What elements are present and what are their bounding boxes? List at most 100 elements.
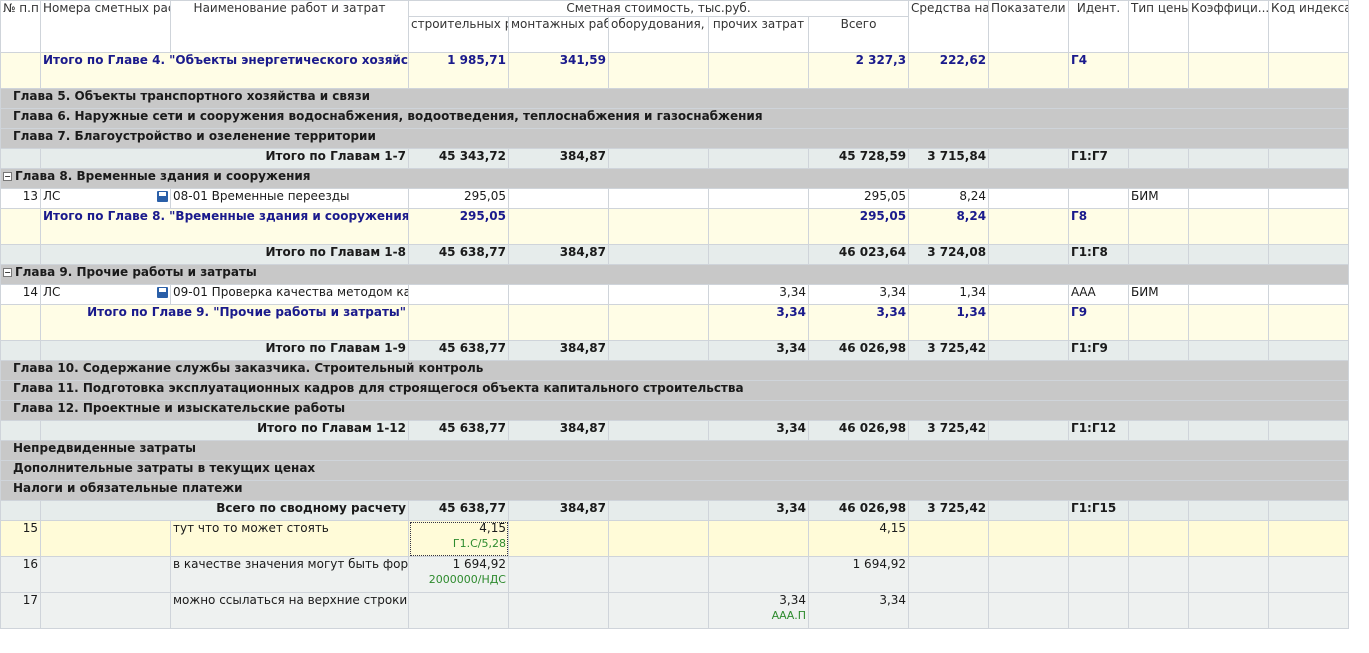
cell-ident[interactable]: Г1:Г9 — [1068, 340, 1130, 361]
cell-total[interactable]: 4,15 — [807, 520, 910, 557]
chapter-row[interactable]: Налоги и обязательные платежи — [0, 480, 1350, 501]
cell-equip[interactable] — [608, 284, 709, 305]
cell-constr[interactable]: 45 638,77 — [408, 420, 509, 441]
cell-num[interactable] — [0, 244, 41, 265]
cell-other[interactable] — [708, 208, 809, 245]
cell-total[interactable]: 46 026,98 — [807, 340, 910, 361]
cell-unit[interactable] — [988, 188, 1070, 209]
grand-total-row[interactable]: Итого по Главам 1-8 45 638,77 384,87 46 023… — [0, 244, 1350, 265]
chapter-title[interactable]: Глава 5. Объекты транспортного хозяйства… — [0, 88, 1350, 109]
cell-unit[interactable] — [988, 52, 1070, 89]
cell-other[interactable]: 3,34 ААА.П — [708, 592, 809, 629]
cell-num[interactable] — [0, 304, 41, 341]
cell-wages[interactable]: 3 725,42 — [908, 500, 990, 521]
cell-index-code[interactable] — [1268, 340, 1350, 361]
cell-price-type[interactable] — [1128, 520, 1190, 557]
cell-unit[interactable] — [988, 304, 1070, 341]
col-header-unit[interactable]: Показатели единичной стоимости — [988, 0, 1070, 53]
cell-other[interactable] — [708, 244, 809, 265]
chapter-row[interactable]: − Глава 9. Прочие работы и затраты — [0, 264, 1350, 285]
cell-other[interactable]: 3,34 — [708, 500, 809, 521]
chapter-title[interactable]: Дополнительные затраты в текущих ценах — [0, 460, 1350, 481]
cell-num[interactable] — [0, 420, 41, 441]
cell-mount[interactable]: 384,87 — [508, 340, 609, 361]
estimate-item-row[interactable]: 16 в качестве значения могут быть формулы… — [0, 556, 1350, 593]
cell-price-type[interactable] — [1128, 148, 1190, 169]
cell-price-type[interactable] — [1128, 420, 1190, 441]
save-icon[interactable] — [157, 287, 168, 298]
cell-equip[interactable] — [608, 304, 709, 341]
cell-num[interactable]: 15 — [0, 520, 41, 557]
cell-index-code[interactable] — [1268, 556, 1350, 593]
cell-ident[interactable] — [1068, 520, 1130, 557]
chapter-subtotal-row[interactable]: Итого по Главе 8. "Временные здания и со… — [0, 208, 1350, 245]
cell-other[interactable]: 3,34 — [708, 340, 809, 361]
cell-other[interactable]: 3,34 — [708, 284, 809, 305]
cell-index-code[interactable] — [1268, 284, 1350, 305]
cell-mount[interactable]: 384,87 — [508, 420, 609, 441]
cell-equip[interactable] — [608, 52, 709, 89]
cell-price-type[interactable] — [1128, 244, 1190, 265]
cell-other[interactable] — [708, 520, 809, 557]
cell-equip[interactable] — [608, 208, 709, 245]
cell-index-code[interactable] — [1268, 500, 1350, 521]
cell-doc[interactable] — [40, 556, 171, 593]
cell-ident[interactable] — [1068, 188, 1130, 209]
cell-constr[interactable]: 45 638,77 — [408, 340, 509, 361]
cell-index-code[interactable] — [1268, 520, 1350, 557]
cell-price-type[interactable] — [1128, 592, 1190, 629]
cell-wages[interactable]: 8,24 — [908, 208, 990, 245]
cell-ident[interactable]: Г4 — [1068, 52, 1130, 89]
cell-equip[interactable] — [608, 556, 709, 593]
estimate-item-row[interactable]: 15 тут что то может стоять 4,15 Г1.С/5,28 4,… — [0, 520, 1350, 557]
chapter-row[interactable]: Дополнительные затраты в текущих ценах — [0, 460, 1350, 481]
col-header-wages[interactable]: Средства на оплату труда, — [908, 0, 990, 53]
cell-coef[interactable] — [1188, 556, 1270, 593]
cell-constr[interactable]: 295,05 — [408, 188, 509, 209]
cell-constr[interactable] — [408, 304, 509, 341]
cell-unit[interactable] — [988, 208, 1070, 245]
chapter-title[interactable]: Глава 10. Содержание службы заказчика. С… — [0, 360, 1350, 381]
cell-unit[interactable] — [988, 592, 1070, 629]
cell-num[interactable]: 16 — [0, 556, 41, 593]
cell-price-type[interactable] — [1128, 340, 1190, 361]
cell-total[interactable]: 45 728,59 — [807, 148, 910, 169]
cell-name[interactable]: в качестве значения могут быть формулы и… — [170, 556, 409, 593]
cell-ident[interactable]: ААА — [1068, 284, 1130, 305]
cell-coef[interactable] — [1188, 592, 1270, 629]
cell-wages[interactable] — [908, 556, 990, 593]
chapter-title[interactable]: − Глава 8. Временные здания и сооружения — [0, 168, 1350, 189]
cell-total[interactable]: 46 026,98 — [807, 500, 910, 521]
cell-doc[interactable] — [40, 520, 171, 557]
cell-mount[interactable]: 384,87 — [508, 244, 609, 265]
cell-other[interactable] — [708, 556, 809, 593]
cell-index-code[interactable] — [1268, 592, 1350, 629]
cell-equip[interactable] — [608, 420, 709, 441]
cell-wages[interactable]: 1,34 — [908, 284, 990, 305]
cell-doc[interactable] — [40, 592, 171, 629]
cell-other[interactable]: 3,34 — [708, 304, 809, 341]
collapse-icon[interactable]: − — [3, 172, 12, 181]
grand-total-row[interactable]: Итого по Главам 1-12 45 638,77 384,87 3,34 4… — [0, 420, 1350, 441]
cell-ident[interactable]: Г1:Г12 — [1068, 420, 1130, 441]
col-header-constr[interactable]: строительных работ — [408, 16, 509, 53]
cell-unit[interactable] — [988, 420, 1070, 441]
col-header-index-code[interactable]: Код индекса — [1268, 0, 1350, 53]
cell-unit[interactable] — [988, 500, 1070, 521]
cell-num[interactable] — [0, 340, 41, 361]
cell-constr[interactable]: 4,15 Г1.С/5,28 — [408, 520, 509, 557]
chapter-row[interactable]: Глава 7. Благоустройство и озеленение те… — [0, 128, 1350, 149]
cell-mount[interactable] — [508, 592, 609, 629]
cell-doc[interactable]: ЛС — [40, 188, 171, 209]
cell-other[interactable] — [708, 148, 809, 169]
cell-index-code[interactable] — [1268, 244, 1350, 265]
cell-equip[interactable] — [608, 340, 709, 361]
cell-total[interactable]: 295,05 — [807, 208, 910, 245]
cell-wages[interactable]: 3 725,42 — [908, 420, 990, 441]
chapter-title[interactable]: Налоги и обязательные платежи — [0, 480, 1350, 501]
cell-total[interactable]: 46 026,98 — [807, 420, 910, 441]
cell-index-code[interactable] — [1268, 304, 1350, 341]
cell-num[interactable]: 13 — [0, 188, 41, 209]
cell-index-code[interactable] — [1268, 148, 1350, 169]
